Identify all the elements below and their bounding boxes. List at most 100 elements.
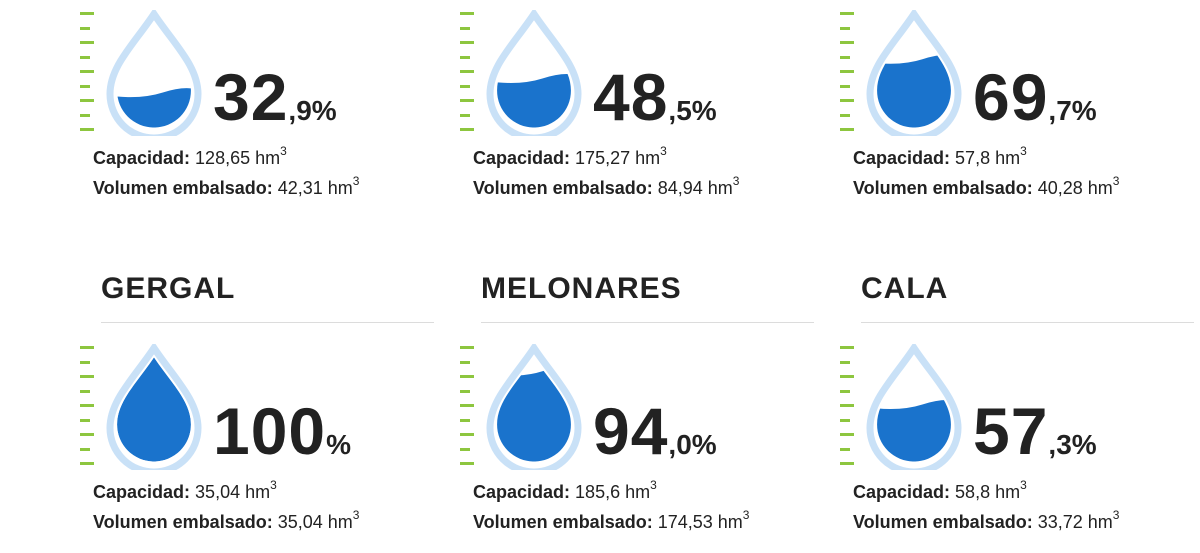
level-ruler-icon: [80, 346, 96, 468]
ruler-tick: [80, 26, 90, 30]
ruler-tick: [460, 128, 474, 131]
capacity-text: Capacidad: 58,8 hm3: [853, 478, 1027, 502]
reservoir-card: 48,5% Capacidad: 175,27 hm3 Volumen emba…: [460, 0, 830, 210]
ruler-tick: [460, 70, 474, 73]
ruler-tick: [460, 462, 474, 465]
ruler-tick: [840, 12, 854, 15]
ruler-tick: [80, 346, 94, 349]
level-ruler-icon: [840, 346, 856, 468]
ruler-tick: [840, 418, 850, 422]
ruler-tick: [460, 375, 474, 378]
ruler-tick: [840, 26, 850, 30]
ruler-tick: [460, 418, 470, 422]
ruler-tick: [460, 447, 470, 451]
capacity-text: Capacidad: 185,6 hm3: [473, 478, 657, 502]
fill-percentage: 57,3%: [973, 394, 1097, 468]
water-drop-icon: [104, 10, 204, 136]
fill-percentage: 32,9%: [213, 60, 337, 134]
divider: [861, 322, 1194, 323]
ruler-tick: [80, 462, 94, 465]
water-fill: [497, 366, 571, 462]
water-fill: [877, 54, 951, 128]
ruler-tick: [80, 84, 90, 88]
ruler-tick: [460, 389, 470, 393]
ruler-tick: [80, 418, 90, 422]
ruler-tick: [840, 375, 854, 378]
level-ruler-icon: [460, 12, 476, 134]
water-drop-icon: [484, 344, 584, 470]
ruler-tick: [840, 447, 850, 451]
fill-percentage: 100%: [213, 394, 352, 468]
reservoir-card-cala: CALA 57,3% Capacidad: 58,8 hm3 Volumen e…: [840, 272, 1200, 553]
ruler-tick: [80, 12, 94, 15]
reservoir-name: CALA: [861, 272, 949, 305]
ruler-tick: [80, 404, 94, 407]
ruler-tick: [460, 84, 470, 88]
ruler-tick: [460, 433, 474, 436]
divider: [481, 322, 814, 323]
volume-text: Volumen embalsado: 42,31 hm3: [93, 174, 360, 198]
volume-text: Volumen embalsado: 174,53 hm3: [473, 508, 750, 532]
volume-text: Volumen embalsado: 40,28 hm3: [853, 174, 1120, 198]
ruler-tick: [840, 128, 854, 131]
capacity-text: Capacidad: 57,8 hm3: [853, 144, 1027, 168]
ruler-tick: [840, 389, 850, 393]
fill-percentage: 48,5%: [593, 60, 717, 134]
ruler-tick: [80, 447, 90, 451]
ruler-tick: [840, 462, 854, 465]
water-drop-icon: [864, 344, 964, 470]
reservoir-name: GERGAL: [101, 272, 236, 305]
ruler-tick: [460, 404, 474, 407]
ruler-tick: [840, 346, 854, 349]
ruler-tick: [80, 375, 94, 378]
ruler-tick: [460, 113, 470, 117]
ruler-tick: [840, 55, 850, 59]
fill-percentage: 69,7%: [973, 60, 1097, 134]
ruler-tick: [840, 84, 850, 88]
divider: [101, 322, 434, 323]
ruler-tick: [80, 389, 90, 393]
capacity-text: Capacidad: 175,27 hm3: [473, 144, 667, 168]
ruler-tick: [80, 360, 90, 364]
level-ruler-icon: [80, 12, 96, 134]
reservoir-card-gergal: GERGAL 100% Capacidad: 35,04 hm3 Volumen…: [80, 272, 450, 553]
water-fill: [877, 400, 951, 462]
capacity-text: Capacidad: 35,04 hm3: [93, 478, 277, 502]
ruler-tick: [460, 12, 474, 15]
ruler-tick: [460, 55, 470, 59]
fill-percentage: 94,0%: [593, 394, 717, 468]
water-fill: [117, 357, 191, 462]
volume-text: Volumen embalsado: 84,94 hm3: [473, 174, 740, 198]
ruler-tick: [80, 128, 94, 131]
ruler-tick: [460, 346, 474, 349]
level-ruler-icon: [840, 12, 856, 134]
reservoir-card-melonares: MELONARES 94,0% Capacidad: 185,6 hm3 Vol…: [460, 272, 830, 553]
ruler-tick: [80, 55, 90, 59]
water-drop-icon: [484, 10, 584, 136]
ruler-tick: [840, 99, 854, 102]
ruler-tick: [840, 70, 854, 73]
ruler-tick: [840, 41, 854, 44]
capacity-text: Capacidad: 128,65 hm3: [93, 144, 287, 168]
ruler-tick: [460, 26, 470, 30]
reservoir-name: MELONARES: [481, 272, 682, 305]
ruler-tick: [460, 99, 474, 102]
ruler-tick: [840, 404, 854, 407]
water-fill: [497, 74, 571, 128]
ruler-tick: [80, 113, 90, 117]
ruler-tick: [80, 70, 94, 73]
water-drop-icon: [864, 10, 964, 136]
ruler-tick: [80, 433, 94, 436]
ruler-tick: [460, 41, 474, 44]
reservoir-card: 32,9% Capacidad: 128,65 hm3 Volumen emba…: [80, 0, 450, 210]
ruler-tick: [460, 360, 470, 364]
water-drop-icon: [104, 344, 204, 470]
ruler-tick: [80, 99, 94, 102]
volume-text: Volumen embalsado: 35,04 hm3: [93, 508, 360, 532]
ruler-tick: [840, 433, 854, 436]
water-fill: [117, 88, 191, 128]
ruler-tick: [840, 113, 850, 117]
level-ruler-icon: [460, 346, 476, 468]
volume-text: Volumen embalsado: 33,72 hm3: [853, 508, 1120, 532]
ruler-tick: [80, 41, 94, 44]
